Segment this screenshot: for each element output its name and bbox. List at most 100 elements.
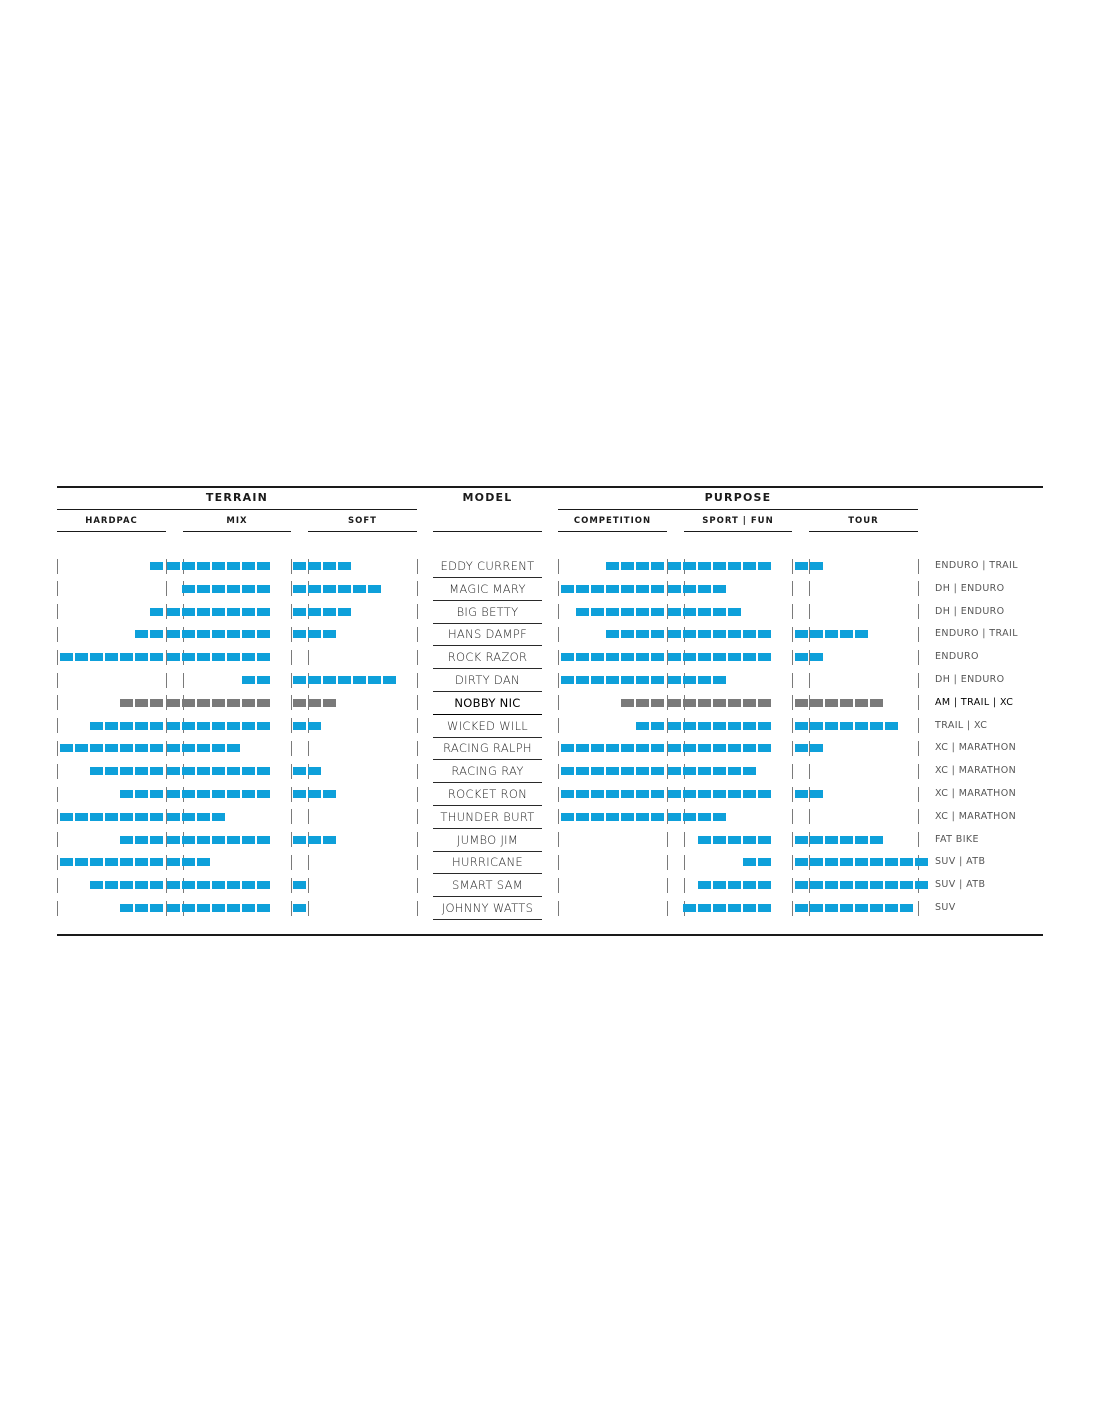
terrain-bar-segment (90, 881, 103, 890)
purpose-bar-segment (855, 881, 868, 890)
purpose-bar-segment (561, 767, 574, 776)
terrain-bar-segment (197, 721, 210, 730)
terrain-bar-segment (242, 607, 255, 616)
purpose-bar-segment (591, 584, 604, 593)
purpose-divider-tick (809, 786, 810, 802)
model-underline (433, 759, 542, 761)
terrain-bar-segment (212, 721, 225, 730)
purpose-divider-tick (558, 740, 559, 756)
terrain-divider-tick (291, 604, 292, 620)
terrain-bar-segment (197, 790, 210, 798)
purpose-bar-segment (795, 858, 808, 867)
purpose-divider-tick (809, 718, 810, 734)
terrain-bar-segment (212, 744, 225, 753)
purpose-divider-tick (792, 581, 793, 597)
purpose-bar-segment (651, 790, 664, 798)
purpose-divider-tick (918, 740, 919, 756)
terrain-divider-tick (417, 740, 418, 756)
usage-label: XC | MARATHON (935, 810, 1017, 822)
terrain-divider-tick (166, 877, 167, 893)
terrain-bar-segment (150, 653, 163, 662)
purpose-bar-segment (870, 858, 883, 867)
terrain-bar-segment (135, 653, 148, 662)
purpose-bar-segment (576, 790, 589, 798)
terrain-divider-tick (291, 558, 292, 574)
purpose-divider-tick (792, 740, 793, 756)
terrain-divider-tick (291, 581, 292, 597)
terrain-bar-segment (60, 812, 73, 821)
terrain-bar-segment (167, 721, 180, 730)
purpose-bar-segment (668, 630, 681, 639)
terrain-bar-segment (182, 630, 195, 639)
terrain-bar-segment (150, 835, 163, 844)
purpose-divider-tick (918, 718, 919, 734)
terrain-bar-segment (90, 812, 103, 821)
terrain-bar-segment (120, 858, 133, 867)
purpose-bar-segment (840, 698, 853, 707)
purpose-bar-segment (743, 790, 756, 798)
terrain-divider-tick (166, 740, 167, 756)
purpose-divider-tick (667, 877, 668, 893)
terrain-bar-segment (242, 721, 255, 730)
terrain-bar-segment (308, 584, 321, 593)
terrain-bar-segment (242, 584, 255, 593)
purpose-col-competition: COMPETITION (573, 516, 652, 526)
terrain-bar-segment (197, 630, 210, 639)
model-underline (433, 873, 542, 875)
terrain-divider-tick (417, 581, 418, 597)
terrain-col-hardpac: HARDPAC (85, 516, 138, 526)
purpose-bar-segment (683, 698, 696, 707)
terrain-bar-segment (182, 698, 195, 707)
purpose-bar-segment (621, 676, 634, 684)
model-name: ROCK RAZOR (447, 650, 528, 665)
purpose-bar-segment (743, 653, 756, 662)
terrain-bar-segment (150, 904, 163, 912)
purpose-bar-segment (713, 630, 726, 639)
terrain-bar-segment (167, 767, 180, 776)
purpose-divider-tick (918, 763, 919, 779)
purpose-bar-segment (683, 562, 696, 570)
terrain-bar-segment (150, 744, 163, 753)
terrain-bar-segment (167, 744, 180, 753)
purpose-bar-segment (621, 562, 634, 570)
terrain-bar-segment (120, 698, 133, 707)
terrain-bar-segment (257, 584, 270, 593)
top-rule (57, 486, 1043, 488)
model-name: DIRTY DAN (455, 673, 520, 687)
terrain-bar-segment (212, 607, 225, 616)
purpose-divider-tick (809, 672, 810, 688)
purpose-bar-segment (743, 698, 756, 707)
model-name: MAGIC MARY (449, 581, 526, 596)
purpose-bar-segment (810, 721, 823, 730)
purpose-bar-segment (698, 630, 711, 639)
terrain-bar-segment (257, 630, 270, 639)
purpose-bar-segment (606, 607, 619, 616)
terrain-divider-tick (57, 718, 58, 734)
model-underline (433, 645, 542, 647)
purpose-divider-tick (558, 558, 559, 574)
terrain-divider-tick (291, 649, 292, 665)
terrain-bar-segment (120, 790, 133, 798)
terrain-bar-segment (135, 881, 148, 890)
terrain-bar-segment (105, 653, 118, 662)
terrain-bar-segment (368, 584, 381, 593)
terrain-bar-segment (90, 653, 103, 662)
purpose-bar-segment (840, 881, 853, 890)
purpose-divider-tick (667, 832, 668, 848)
terrain-bar-segment (182, 904, 195, 912)
purpose-bar-segment (825, 835, 838, 844)
purpose-bar-segment (606, 767, 619, 776)
purpose-divider-tick (667, 695, 668, 711)
purpose-divider-tick (809, 877, 810, 893)
terrain-bar-segment (293, 767, 306, 776)
purpose-bar-segment (885, 858, 898, 867)
terrain-bar-segment (338, 562, 351, 570)
purpose-bar-segment (606, 562, 619, 570)
terrain-bar-segment (308, 676, 321, 684)
usage-label: XC | MARATHON (935, 788, 1017, 799)
model-underline (433, 919, 542, 920)
terrain-bar-segment (197, 767, 210, 776)
terrain-bar-segment (257, 607, 270, 616)
terrain-bar-segment (182, 653, 195, 662)
terrain-bar-segment (227, 584, 240, 593)
